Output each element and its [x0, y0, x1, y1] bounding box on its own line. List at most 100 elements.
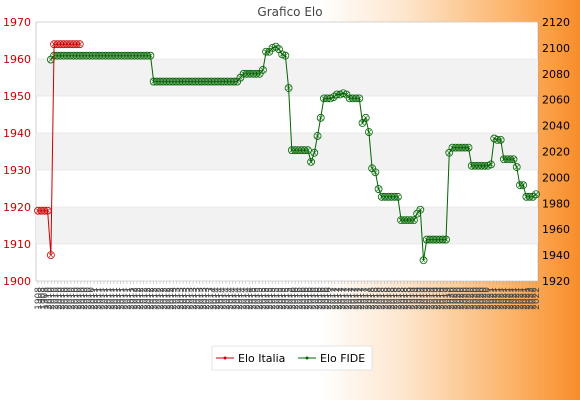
x-tick-label: 2012 [156, 287, 166, 310]
x-tick-label: 2018 [390, 287, 400, 310]
x-tick-label: 2014 [232, 287, 242, 310]
x-tick-label: 2021 [486, 287, 496, 310]
x-tick-label: 2017 [341, 287, 351, 310]
x-tick-label: 2021 [522, 287, 532, 310]
x-tick-label: 2017 [357, 287, 367, 310]
right-tick-label: 2000 [542, 171, 570, 184]
x-tick-label: 2016 [318, 287, 328, 310]
x-tick-label: 2012 [149, 287, 159, 310]
x-tick-label: 2021 [506, 287, 516, 310]
x-tick-label: 2021 [519, 287, 529, 310]
x-tick-label: 2010 [67, 287, 77, 310]
x-tick-label: 2010 [64, 287, 74, 310]
right-tick-label: 2060 [542, 94, 570, 107]
x-tick-label: 2014 [212, 287, 222, 310]
x-tick-label: 2020 [450, 287, 460, 310]
left-tick-label: 1960 [3, 53, 31, 66]
x-tick-label: 2019 [417, 287, 427, 310]
x-tick-label: 2021 [499, 287, 509, 310]
right-tick-label: 1940 [542, 249, 570, 262]
fide-point [512, 163, 521, 171]
x-tick-label: 2020 [466, 287, 476, 310]
fide-point [496, 135, 505, 144]
x-tick-label: 2015 [285, 287, 295, 310]
fide-point [371, 168, 380, 177]
x-tick-label: 2013 [179, 287, 189, 310]
series-layer [34, 40, 540, 265]
grid-band [36, 207, 538, 244]
x-tick-label: 2013 [182, 287, 192, 310]
x-tick-label: 2015 [258, 287, 268, 310]
x-tick-label: 2020 [473, 287, 483, 310]
x-tick-label: 2020 [453, 287, 463, 310]
x-tick-label: 2019 [443, 287, 453, 310]
x-tick-label: 2010 [80, 287, 90, 310]
grid-band [36, 133, 538, 170]
plot-area [35, 21, 539, 282]
x-tick-label: 2017 [354, 287, 364, 310]
x-tick-label: 2019 [407, 287, 417, 310]
x-tick-label: 2010 [87, 287, 97, 310]
x-tick-label: 2010 [77, 287, 87, 310]
x-tick-label: 2022 [532, 287, 542, 310]
x-tick-label: 2014 [219, 287, 229, 310]
fide-point [361, 113, 370, 122]
x-tick-label: 2012 [136, 287, 146, 310]
x-tick-label: 2010 [70, 287, 80, 310]
fide-point [284, 84, 293, 92]
fide-point [410, 216, 418, 225]
x-tick-label: 2016 [314, 287, 324, 310]
x-tick-label: 2022 [529, 287, 539, 310]
x-tick-label: 2011 [93, 287, 103, 310]
x-tick-label: 2013 [205, 287, 215, 310]
x-tick-label: 2015 [265, 287, 275, 310]
x-tick-label: 2020 [456, 287, 466, 310]
x-tick-label: 2017 [351, 287, 361, 310]
x-tick-label: 2016 [324, 287, 334, 310]
x-tick-label: 2011 [123, 287, 133, 310]
left-tick-label: 1950 [3, 90, 31, 103]
fide-point [313, 132, 322, 140]
series-elo-fide [46, 42, 540, 265]
x-tick-label: 2021 [489, 287, 499, 310]
x-tick-label: 2010 [74, 287, 84, 310]
x-tick-label: 2018 [387, 287, 397, 310]
x-tick-label: 2018 [400, 287, 410, 310]
italia-point [75, 40, 84, 49]
fide-point [303, 146, 312, 155]
left-tick-label: 1910 [3, 238, 31, 251]
x-tick-label: 2017 [344, 287, 354, 310]
x-tick-label: 1908 [41, 287, 51, 310]
x-tick-label: 2011 [103, 287, 113, 310]
italia-point [46, 251, 55, 260]
x-tick-label: 2012 [153, 287, 163, 310]
x-tick-label: 2011 [107, 287, 117, 310]
x-tick-label: 2020 [479, 287, 489, 310]
right-axis: 1920 1940 1960 1980 2000 2020 2040 2060 2080 2100… [542, 16, 570, 288]
x-tick-label: 1908 [34, 287, 44, 310]
x-tick-label: 2014 [225, 287, 235, 310]
x-tick-label: 2019 [413, 287, 423, 310]
legend-item-elo-italia[interactable]: Elo Italia [216, 352, 285, 365]
x-tick-label: 2010 [54, 287, 64, 310]
right-tick-label: 2080 [542, 68, 570, 81]
x-tick-label: 2018 [370, 287, 380, 310]
x-tick-label: 2012 [146, 287, 156, 310]
x-tick-label: 2015 [255, 287, 265, 310]
fide-point [442, 235, 450, 244]
left-tick-label: 1900 [3, 275, 31, 288]
x-tick-label: 2010 [83, 287, 93, 310]
legend-item-elo-fide[interactable]: Elo FIDE [298, 352, 365, 365]
fide-point [365, 128, 373, 136]
right-tick-label: 1980 [542, 197, 570, 210]
fide-point [259, 66, 267, 74]
x-tick-label: 2018 [384, 287, 394, 310]
x-tick-label: 2019 [423, 287, 433, 310]
x-tick-label: 2015 [252, 287, 262, 310]
fide-point [281, 51, 290, 60]
grid-band [36, 59, 538, 96]
x-tick-label: 2020 [469, 287, 479, 310]
x-tick-label: 2018 [367, 287, 377, 310]
x-tick-label: 2010 [47, 287, 57, 310]
